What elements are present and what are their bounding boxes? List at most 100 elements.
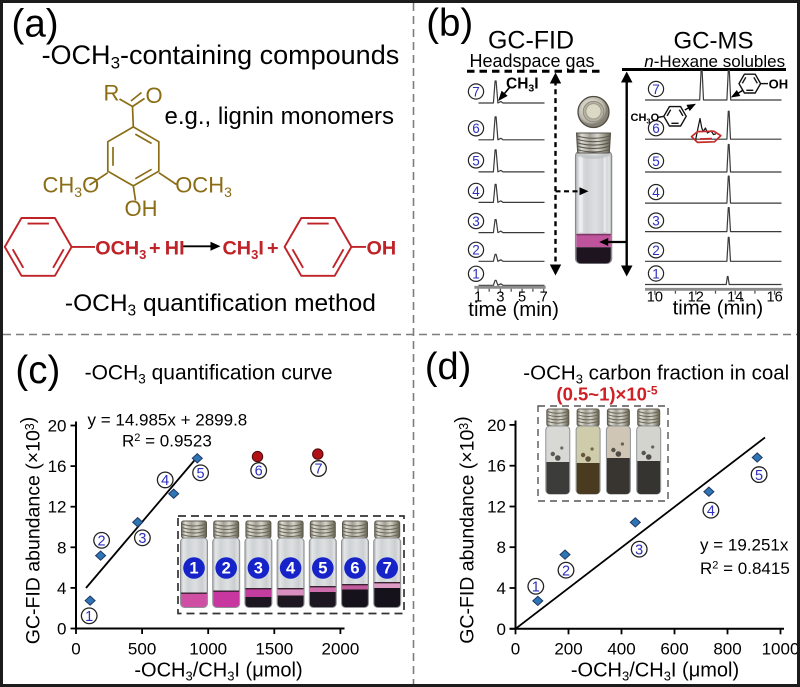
svg-text:4: 4 (472, 184, 480, 199)
svg-text:R: R (104, 81, 120, 106)
svg-text:(c): (c) (15, 349, 60, 392)
svg-text:+: + (149, 238, 161, 260)
svg-text:1000: 1000 (762, 640, 800, 659)
svg-text:R2 = 0.9523: R2 = 0.9523 (122, 431, 212, 450)
svg-text:CH3O: CH3O (631, 112, 660, 126)
svg-text:1000: 1000 (189, 640, 227, 659)
svg-text:4: 4 (57, 579, 66, 598)
svg-text:5: 5 (197, 466, 205, 482)
svg-text:400: 400 (607, 640, 635, 659)
svg-text:7: 7 (652, 82, 660, 97)
svg-text:y = 19.251x: y = 19.251x (700, 536, 789, 555)
svg-text:3: 3 (496, 289, 504, 305)
svg-text:GC-FID abundance (×103): GC-FID abundance (×103) (17, 417, 45, 645)
svg-text:3: 3 (635, 542, 643, 558)
svg-text:6: 6 (652, 121, 660, 136)
svg-text:7: 7 (540, 289, 548, 305)
svg-text:GC-FID: GC-FID (488, 27, 574, 55)
svg-text:GC-FID abundance (×103): GC-FID abundance (×103) (451, 416, 479, 644)
svg-text:1: 1 (85, 609, 93, 625)
svg-text:n-Hexane solubles: n-Hexane solubles (644, 52, 785, 71)
svg-text:2: 2 (472, 243, 480, 258)
svg-text:CH3O: CH3O (43, 173, 100, 201)
svg-text:2: 2 (562, 563, 570, 579)
svg-text:time (min): time (min) (673, 298, 764, 320)
svg-text:5: 5 (652, 154, 660, 169)
svg-text:y = 14.985x + 2899.8: y = 14.985x + 2899.8 (88, 410, 248, 429)
svg-text:3: 3 (138, 531, 146, 547)
svg-text:5: 5 (518, 289, 526, 305)
svg-text:10: 10 (647, 290, 663, 306)
svg-text:-OCH3 carbon fraction in coal: -OCH3 carbon fraction in coal (523, 362, 789, 387)
svg-text:CH3I: CH3I (506, 76, 539, 95)
svg-text:2000: 2000 (321, 640, 359, 659)
svg-text:8: 8 (497, 538, 506, 557)
svg-text:12: 12 (487, 498, 506, 517)
svg-text:800: 800 (713, 640, 741, 659)
svg-text:3: 3 (652, 214, 660, 229)
svg-text:(d): (d) (425, 346, 471, 388)
svg-text:1: 1 (652, 266, 660, 281)
svg-text:20: 20 (487, 416, 506, 435)
svg-text:3: 3 (254, 560, 263, 578)
svg-text:(a): (a) (12, 2, 59, 45)
svg-text:200: 200 (554, 640, 582, 659)
svg-text:7: 7 (472, 84, 480, 99)
svg-text:5: 5 (472, 153, 480, 168)
svg-text:(0.5~1)×10-5: (0.5~1)×10-5 (556, 384, 658, 405)
svg-text:e.g., lignin monomers: e.g., lignin monomers (165, 103, 394, 130)
svg-text:-OCH3-containing compounds: -OCH3-containing compounds (42, 40, 400, 73)
svg-text:+: + (267, 238, 279, 260)
svg-text:1: 1 (474, 289, 482, 305)
svg-text:1: 1 (532, 580, 540, 596)
svg-text:Headspace gas: Headspace gas (469, 51, 594, 71)
svg-text:1: 1 (472, 267, 480, 282)
svg-text:HI: HI (165, 238, 185, 260)
svg-text:600: 600 (660, 640, 688, 659)
svg-text:4: 4 (707, 503, 715, 519)
svg-text:5: 5 (755, 468, 763, 484)
svg-text:5: 5 (318, 560, 327, 578)
svg-text:(b): (b) (426, 2, 473, 45)
svg-text:OCH3: OCH3 (95, 238, 146, 263)
svg-text:20: 20 (48, 417, 67, 436)
svg-text:500: 500 (128, 640, 156, 659)
svg-text:7: 7 (383, 560, 392, 578)
svg-text:8: 8 (57, 538, 66, 557)
svg-text:4: 4 (161, 473, 169, 489)
svg-text:-OCH3/CH3I (μmol): -OCH3/CH3I (μmol) (134, 660, 302, 684)
svg-text:14: 14 (727, 290, 743, 306)
svg-text:6: 6 (255, 464, 263, 480)
svg-text:-OCH3/CH3I (μmol): -OCH3/CH3I (μmol) (571, 660, 739, 684)
svg-text:2: 2 (222, 560, 231, 578)
svg-text:16: 16 (48, 457, 67, 476)
svg-text:4: 4 (497, 579, 506, 598)
svg-text:1: 1 (189, 560, 198, 578)
svg-text:12: 12 (48, 498, 67, 517)
svg-text:GC-MS: GC-MS (674, 28, 754, 55)
svg-text:2: 2 (652, 243, 660, 258)
svg-text:6: 6 (350, 560, 359, 578)
svg-text:-OCH3 quantification method: -OCH3 quantification method (65, 290, 376, 320)
svg-text:O: O (146, 83, 163, 108)
svg-text:0: 0 (71, 640, 80, 659)
svg-text:12: 12 (688, 290, 704, 306)
svg-text:OH: OH (769, 76, 789, 91)
svg-text:4: 4 (286, 560, 296, 578)
svg-text:-OCH3 quantification curve: -OCH3 quantification curve (85, 362, 333, 387)
svg-text:16: 16 (766, 290, 782, 306)
svg-text:OH: OH (125, 196, 158, 221)
svg-text:0: 0 (497, 620, 506, 639)
svg-text:R2 = 0.8415: R2 = 0.8415 (700, 559, 790, 578)
svg-text:OH: OH (367, 238, 397, 260)
svg-text:CH3I: CH3I (223, 238, 264, 263)
svg-text:16: 16 (487, 457, 506, 476)
svg-text:1500: 1500 (255, 640, 293, 659)
svg-text:2: 2 (98, 534, 106, 550)
svg-text:0: 0 (57, 620, 66, 639)
svg-text:0: 0 (511, 640, 520, 659)
svg-text:time (min): time (min) (468, 299, 559, 321)
svg-text:4: 4 (652, 185, 660, 200)
svg-text:OCH3: OCH3 (175, 173, 232, 201)
svg-text:3: 3 (472, 214, 480, 229)
